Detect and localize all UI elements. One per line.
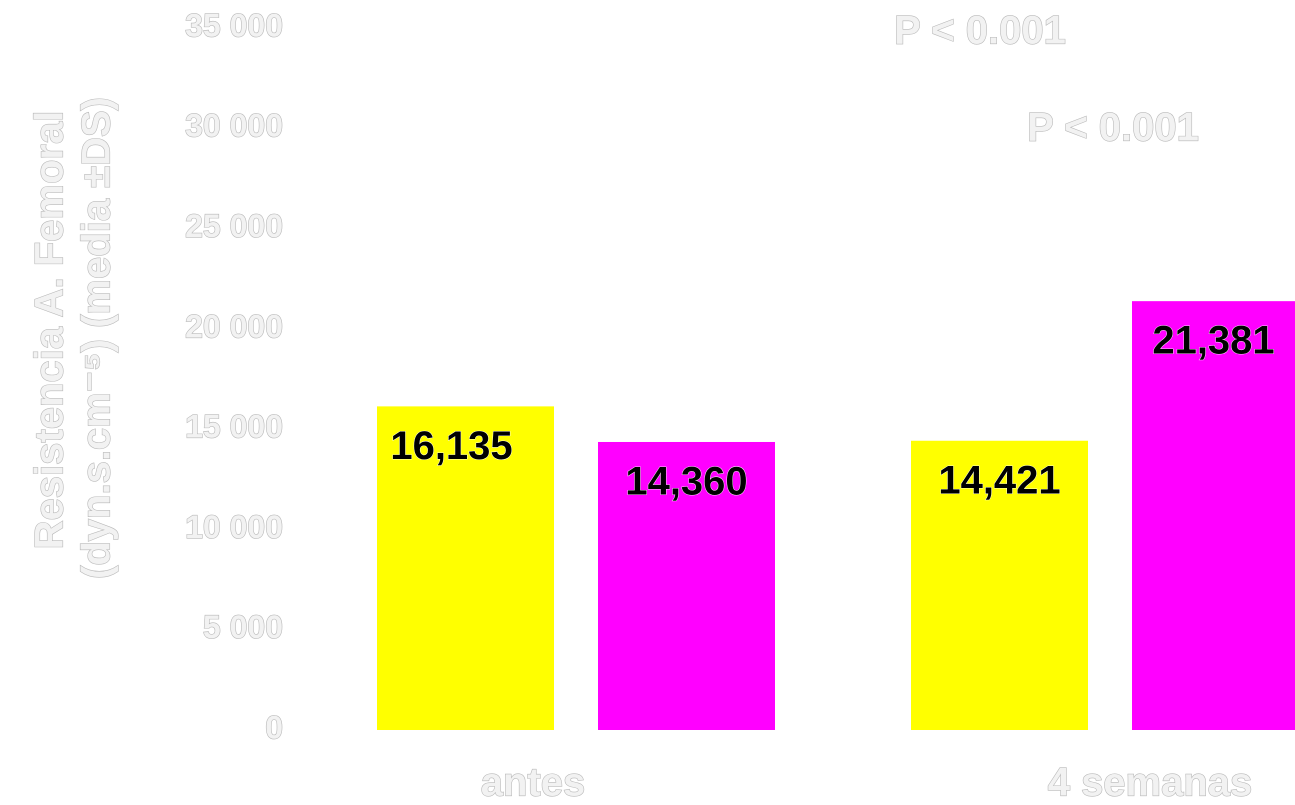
bar [1132,301,1295,730]
y-tick-label: 30 000 [185,108,283,144]
y-tick-label: 15 000 [185,409,283,445]
x-tick-label: 4 semanas [1048,761,1253,805]
bar [911,440,1088,730]
y-tick-label: 0 [265,709,283,745]
y-tick-label: 10 000 [185,509,283,545]
annotation: P < 0.001 [1027,106,1199,150]
x-tick-label: antes [481,761,586,805]
data-label: 21,381 [1152,319,1274,363]
bar [598,441,775,730]
annotation: P < 0.001 [894,9,1066,53]
y-tick-label: 20 000 [185,308,283,344]
y-axis-title: Resistencia A. Femoral [28,111,72,550]
y-tick-label: 35 000 [185,7,283,43]
data-label: 16,135 [390,424,512,468]
bar [377,406,554,730]
data-label: 14,421 [938,458,1060,502]
y-tick-label: 5 000 [203,609,283,645]
y-axis-title: (dyn.s.cm⁻⁵) (media ±DS) [75,97,119,579]
y-tick-label: 25 000 [185,208,283,244]
data-label: 14,360 [625,460,747,504]
